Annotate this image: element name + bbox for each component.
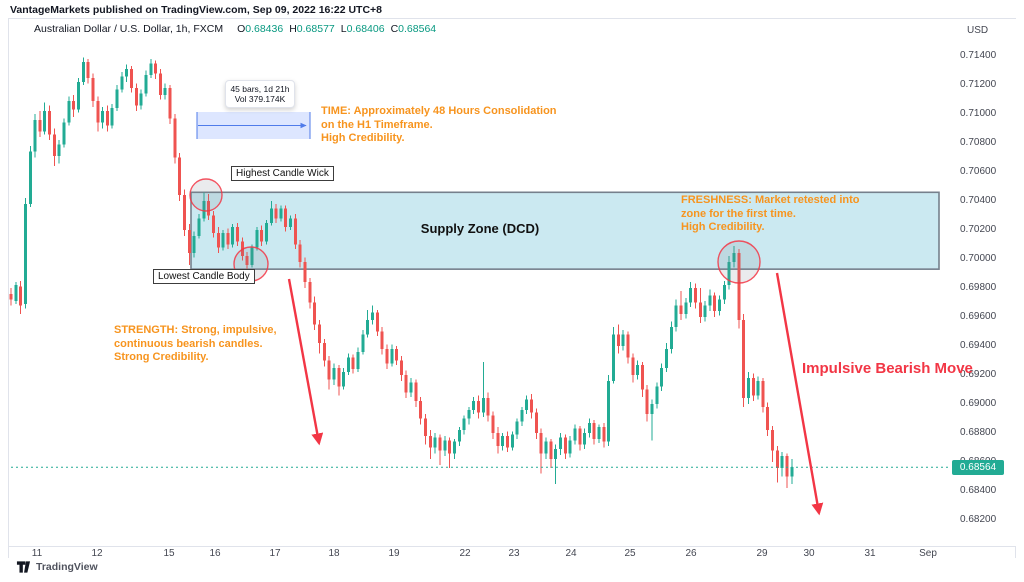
chart-frame: Australian Dollar / U.S. Dollar, 1h, FXC… <box>8 18 1016 559</box>
symbol-title: Australian Dollar / U.S. Dollar, 1h, FXC… <box>34 23 436 35</box>
open-label: O <box>237 23 246 35</box>
ohlc-readout: O0.68436 H0.68577 L0.68406 C0.68564 <box>231 23 436 35</box>
price-tick: 0.68400 <box>960 485 997 496</box>
low-label: L <box>340 23 347 35</box>
candlestick-series <box>9 57 794 489</box>
close-value: 0.68564 <box>398 23 437 35</box>
freshness-note: FRESHNESS: Market retested into zone for… <box>681 194 860 233</box>
symbol-name: Australian Dollar / U.S. Dollar, 1h, FXC… <box>34 23 224 35</box>
price-tick: 0.70600 <box>960 166 997 177</box>
time-tick: 30 <box>803 548 815 559</box>
lowest-candle-body-label: Lowest Candle Body <box>153 269 255 284</box>
price-tick: 0.69600 <box>960 311 997 322</box>
range-tooltip-bars: 45 bars, 1d 21h <box>230 84 290 94</box>
attribution-text: VantageMarkets published on TradingView.… <box>10 4 383 16</box>
time-axis: 11 12 15 16 17 18 19 22 23 24 25 26 29 30 31 Sep <box>9 546 1015 559</box>
price-tick: 0.69800 <box>960 282 997 293</box>
strength-note: STRENGTH: Strong, impulsive, continuous … <box>114 324 277 363</box>
footer: TradingView <box>16 560 98 574</box>
time-tick: 26 <box>685 548 697 559</box>
low-value: 0.68406 <box>346 23 385 35</box>
price-tick: 0.68800 <box>960 427 997 438</box>
open-value: 0.68436 <box>245 23 284 35</box>
time-tick: 29 <box>756 548 768 559</box>
time-tick: 12 <box>91 548 103 559</box>
bearish-trend-arrow <box>287 278 324 446</box>
range-tooltip-volume: Vol 379.174K <box>234 94 286 104</box>
time-tick: 22 <box>459 548 471 559</box>
price-tick: 0.70400 <box>960 195 997 206</box>
tradingview-logo-icon[interactable] <box>16 560 31 574</box>
impulsive-bearish-move-label: Impulsive Bearish Move <box>802 360 973 377</box>
time-tick: 31 <box>864 548 876 559</box>
tradingview-brand-text[interactable]: TradingView <box>36 561 98 573</box>
price-tick: 0.68200 <box>960 514 997 525</box>
price-tick: 0.70200 <box>960 224 997 235</box>
time-tick: 17 <box>269 548 281 559</box>
supply-zone-rect <box>190 191 940 270</box>
high-label: H <box>289 23 297 35</box>
time-tick: 11 <box>31 548 43 559</box>
time-note: TIME: Approximately 48 Hours Consolidati… <box>321 105 557 144</box>
time-tick: 19 <box>388 548 400 559</box>
time-tick: 25 <box>624 548 636 559</box>
price-axis-currency: USD <box>967 25 989 36</box>
time-tick: 23 <box>508 548 520 559</box>
time-tick: 15 <box>163 548 175 559</box>
time-tick: 16 <box>209 548 221 559</box>
price-axis: USD 0.68564 0.71400 0.71200 0.71000 0.70800… <box>951 19 1016 546</box>
highlight-circle <box>717 240 761 284</box>
close-label: C <box>390 23 399 35</box>
price-tick: 0.71000 <box>960 108 997 119</box>
chart-pane: Australian Dollar / U.S. Dollar, 1h, FXC… <box>9 19 973 546</box>
price-tick: 0.70800 <box>960 137 997 148</box>
current-price-badge: 0.68564 <box>952 460 1004 476</box>
time-tick: 24 <box>565 548 577 559</box>
bearish-trend-arrow <box>775 272 824 516</box>
price-tick: 0.71400 <box>960 50 997 61</box>
time-tick: Sep <box>919 548 937 559</box>
time-tick: 18 <box>328 548 340 559</box>
price-tick: 0.69200 <box>960 369 997 380</box>
price-tick: 0.69400 <box>960 340 997 351</box>
price-tick: 0.71200 <box>960 79 997 90</box>
candlestick-chart <box>9 57 951 516</box>
high-value: 0.68577 <box>296 23 335 35</box>
supply-zone-label: Supply Zone (DCD) <box>420 221 540 236</box>
price-tick: 0.70000 <box>960 253 997 264</box>
highest-candle-wick-label: Highest Candle Wick <box>231 166 334 181</box>
range-tooltip: 45 bars, 1d 21h Vol 379.174K <box>225 80 295 108</box>
price-tick: 0.69000 <box>960 398 997 409</box>
highlight-circle <box>189 178 223 212</box>
